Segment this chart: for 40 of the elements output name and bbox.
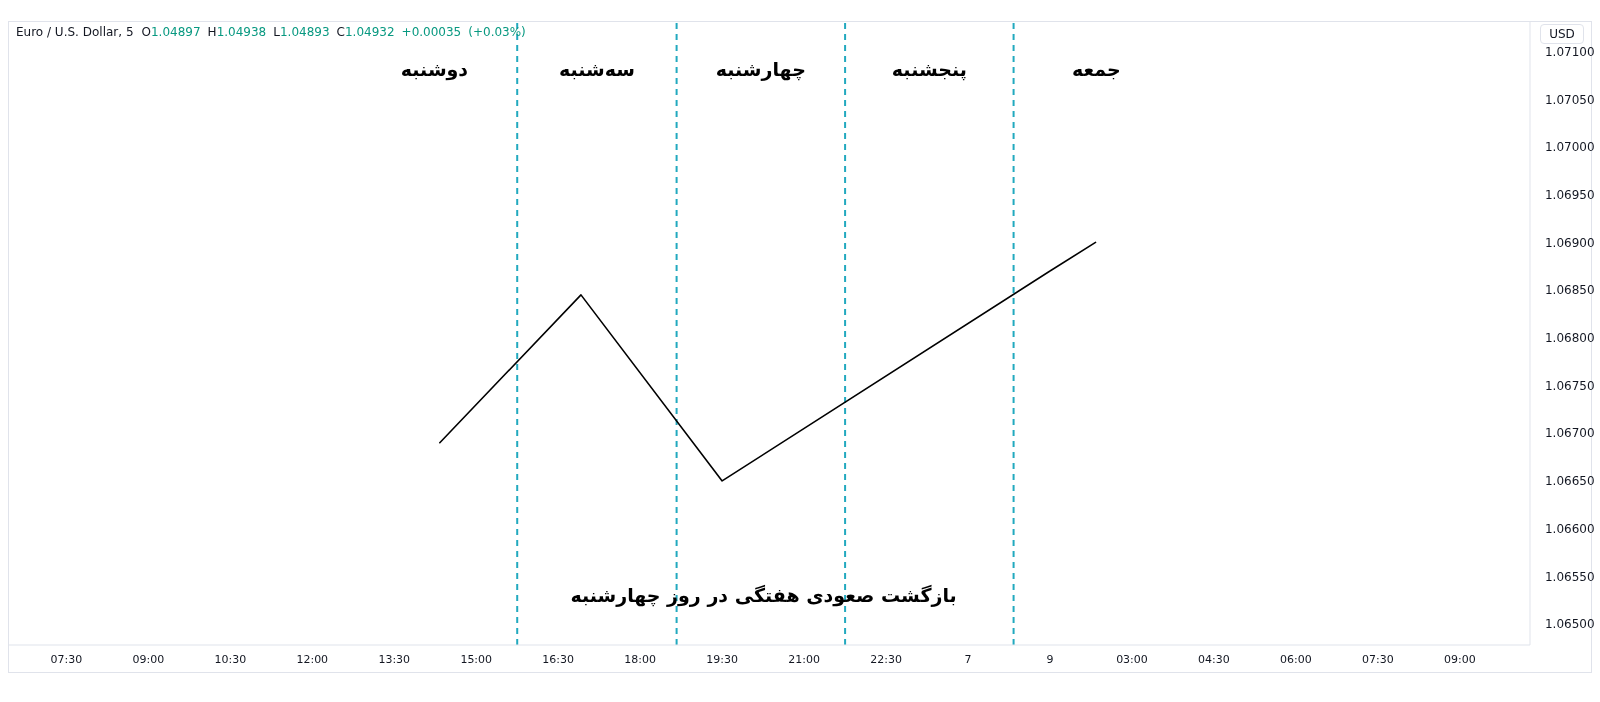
y-tick-label: 1.06700 xyxy=(1544,426,1595,441)
x-tick-label: 16:30 xyxy=(542,652,575,666)
x-tick-label: 06:00 xyxy=(1280,652,1312,666)
y-tick-label: 1.07050 xyxy=(1544,92,1595,107)
x-tick-label: 10:30 xyxy=(214,652,247,666)
chart-title: Euro / U.S. Dollar, 5 xyxy=(16,25,134,39)
x-tick-label: 18:00 xyxy=(624,652,657,666)
y-tick-label: 1.07100 xyxy=(1544,44,1595,59)
y-axis-title: USD xyxy=(1539,24,1584,44)
x-tick-label: 15:00 xyxy=(460,652,493,666)
x-tick-label: 7 xyxy=(964,652,972,666)
x-tick-label: 09:00 xyxy=(1444,652,1476,666)
x-tick-label: 09:00 xyxy=(132,652,165,666)
annotation: سه‌شنبه xyxy=(558,57,635,81)
y-tick-label: 1.06950 xyxy=(1544,187,1595,202)
annotation: دوشنبه xyxy=(400,57,469,81)
x-tick-label: 22:30 xyxy=(870,652,902,666)
y-tick-label: 1.06500 xyxy=(1544,617,1595,632)
annotation: جمعه xyxy=(1071,57,1121,81)
x-tick-label: 9 xyxy=(1046,652,1054,666)
y-tick-label: 1.06550 xyxy=(1544,569,1595,584)
annotation: چهارشنبه xyxy=(715,57,806,81)
y-tick-label: 1.06600 xyxy=(1544,521,1595,536)
y-tick-label: 1.06850 xyxy=(1544,283,1595,298)
y-tick-label: 1.06900 xyxy=(1544,235,1595,250)
x-tick-label: 07:30 xyxy=(50,652,83,666)
x-tick-label: 13:30 xyxy=(378,652,411,666)
text: O1.04897 H1.04938 L1.04893 C1.04932 +0.00035 (+0.03%) xyxy=(141,25,526,39)
y-tick-label: 1.06650 xyxy=(1544,474,1595,489)
x-tick-label: 12:00 xyxy=(296,652,329,666)
y-tick-label: 1.06750 xyxy=(1544,378,1595,393)
annotation: بازگشت صعودی هفتگی در روز چهارشنبه xyxy=(570,583,957,607)
x-tick-label: 04:30 xyxy=(1198,652,1230,666)
y-tick-label: 1.06800 xyxy=(1544,331,1595,346)
x-tick-label: 19:30 xyxy=(706,652,738,666)
x-tick-label: 21:00 xyxy=(788,652,820,666)
x-tick-label: 07:30 xyxy=(1362,652,1394,666)
y-tick-label: 1.07000 xyxy=(1544,140,1595,155)
x-tick-label: 03:00 xyxy=(1116,652,1148,666)
annotation: پنجشنبه xyxy=(891,57,967,81)
